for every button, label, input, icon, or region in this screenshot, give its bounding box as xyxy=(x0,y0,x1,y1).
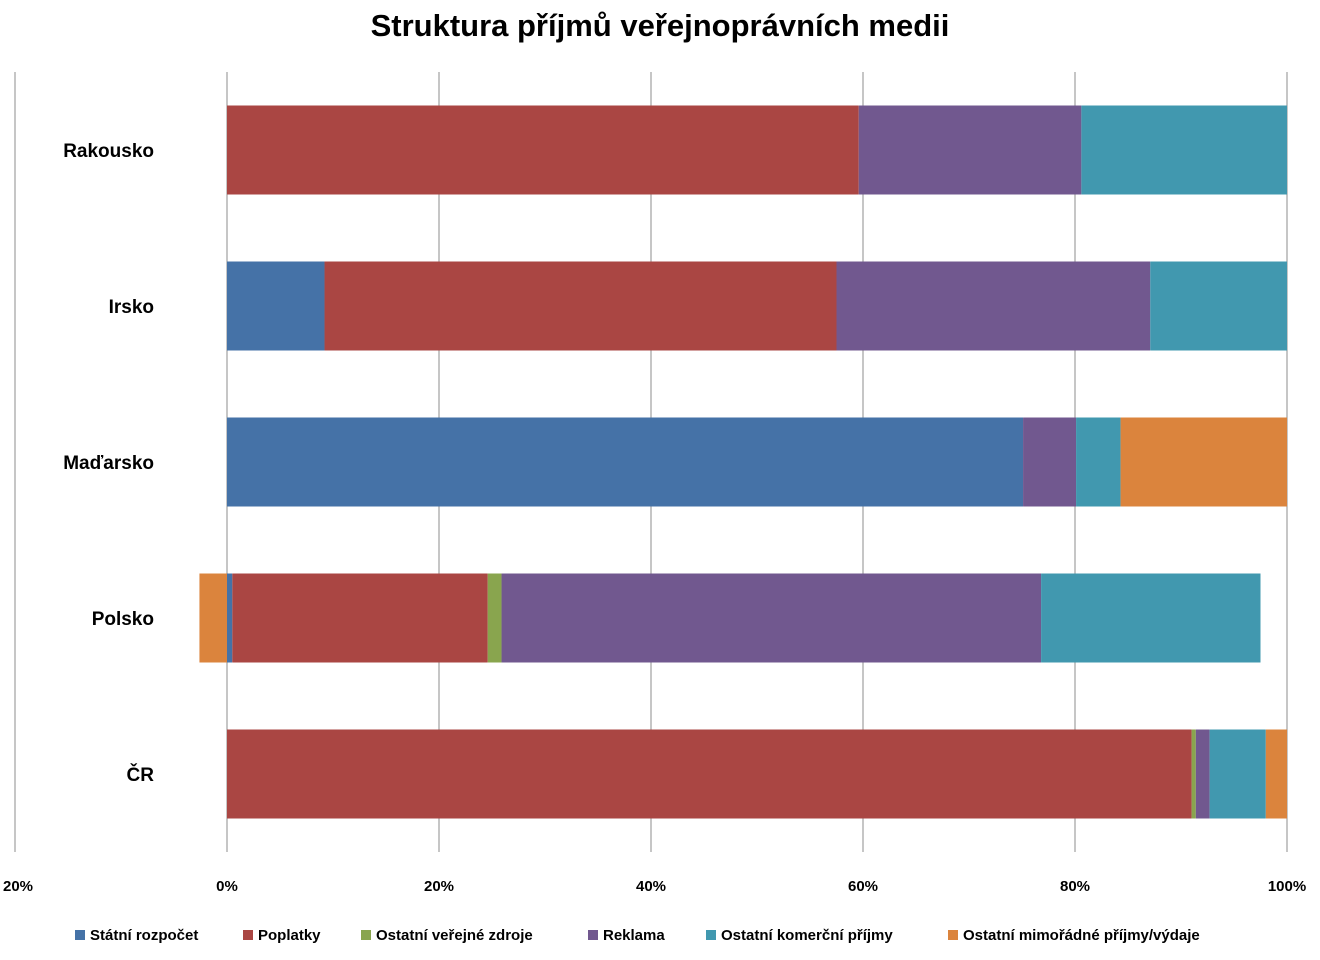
legend-label: Státní rozpočet xyxy=(90,926,199,944)
bar-segment xyxy=(1120,417,1287,507)
legend-item: Ostatní veřejné zdroje xyxy=(361,924,533,946)
legend-item: Reklama xyxy=(588,924,665,946)
x-tick-label: 20% xyxy=(3,878,33,895)
bar-segment xyxy=(227,105,859,195)
bar-segment xyxy=(232,573,488,663)
x-tick-label: 100% xyxy=(1268,878,1306,895)
bar-segment xyxy=(1191,729,1196,819)
category-label: Polsko xyxy=(92,609,154,630)
legend-swatch xyxy=(706,930,716,940)
bar-segment xyxy=(1081,105,1287,195)
legend-swatch xyxy=(361,930,371,940)
bar-segment xyxy=(1041,573,1261,663)
legend-label: Ostatní veřejné zdroje xyxy=(376,926,533,944)
bar-segment xyxy=(1195,729,1210,819)
bar-segment xyxy=(1265,729,1287,819)
legend-swatch xyxy=(588,930,598,940)
bar-segment xyxy=(487,573,502,663)
category-label: ČR xyxy=(127,764,155,786)
legend-label: Poplatky xyxy=(258,926,321,944)
bar-segment xyxy=(199,573,227,663)
bar-segment xyxy=(501,573,1042,663)
legend-item: Poplatky xyxy=(243,924,321,946)
legend: Státní rozpočet Poplatky Ostatní veřejné z… xyxy=(0,924,1320,948)
x-tick-label: 60% xyxy=(848,878,878,895)
legend-swatch xyxy=(243,930,253,940)
bars xyxy=(199,105,1287,819)
legend-item: Státní rozpočet xyxy=(75,924,198,946)
bar-segment xyxy=(1076,417,1121,507)
bar-segment xyxy=(324,261,837,351)
bar-segment xyxy=(1150,261,1287,351)
bar-segment xyxy=(227,417,1024,507)
x-tick-label: 80% xyxy=(1060,878,1090,895)
legend-label: Ostatní mimořádné příjmy/výdaje xyxy=(963,926,1200,944)
legend-swatch xyxy=(948,930,958,940)
bar-segment xyxy=(836,261,1151,351)
category-label: Rakousko xyxy=(63,141,154,162)
x-tick-label: 20% xyxy=(424,878,454,895)
labels: 20% 0% 20% 40% 60% 80% 100% Rakousko Irsko Maďars… xyxy=(3,141,1306,895)
category-label: Maďarsko xyxy=(63,453,154,474)
bar-segment xyxy=(1209,729,1266,819)
bar-segment xyxy=(227,573,233,663)
bar-segment xyxy=(227,261,325,351)
category-label: Irsko xyxy=(109,297,154,318)
bar-segment xyxy=(1023,417,1077,507)
legend-swatch xyxy=(75,930,85,940)
chart-title: Struktura příjmů veřejnoprávních medii xyxy=(370,8,950,43)
bar-segment xyxy=(227,729,1192,819)
legend-label: Reklama xyxy=(603,926,665,944)
legend-item: Ostatní komerční příjmy xyxy=(706,924,893,946)
bar-segment xyxy=(858,105,1082,195)
legend-label: Ostatní komerční příjmy xyxy=(721,926,893,944)
x-tick-label: 40% xyxy=(636,878,666,895)
legend-item: Ostatní mimořádné příjmy/výdaje xyxy=(948,924,1200,946)
bar-chart: 20% 0% 20% 40% 60% 80% 100% Rakousko Irsko Maďars… xyxy=(3,72,1306,895)
x-tick-label: 0% xyxy=(216,878,238,895)
